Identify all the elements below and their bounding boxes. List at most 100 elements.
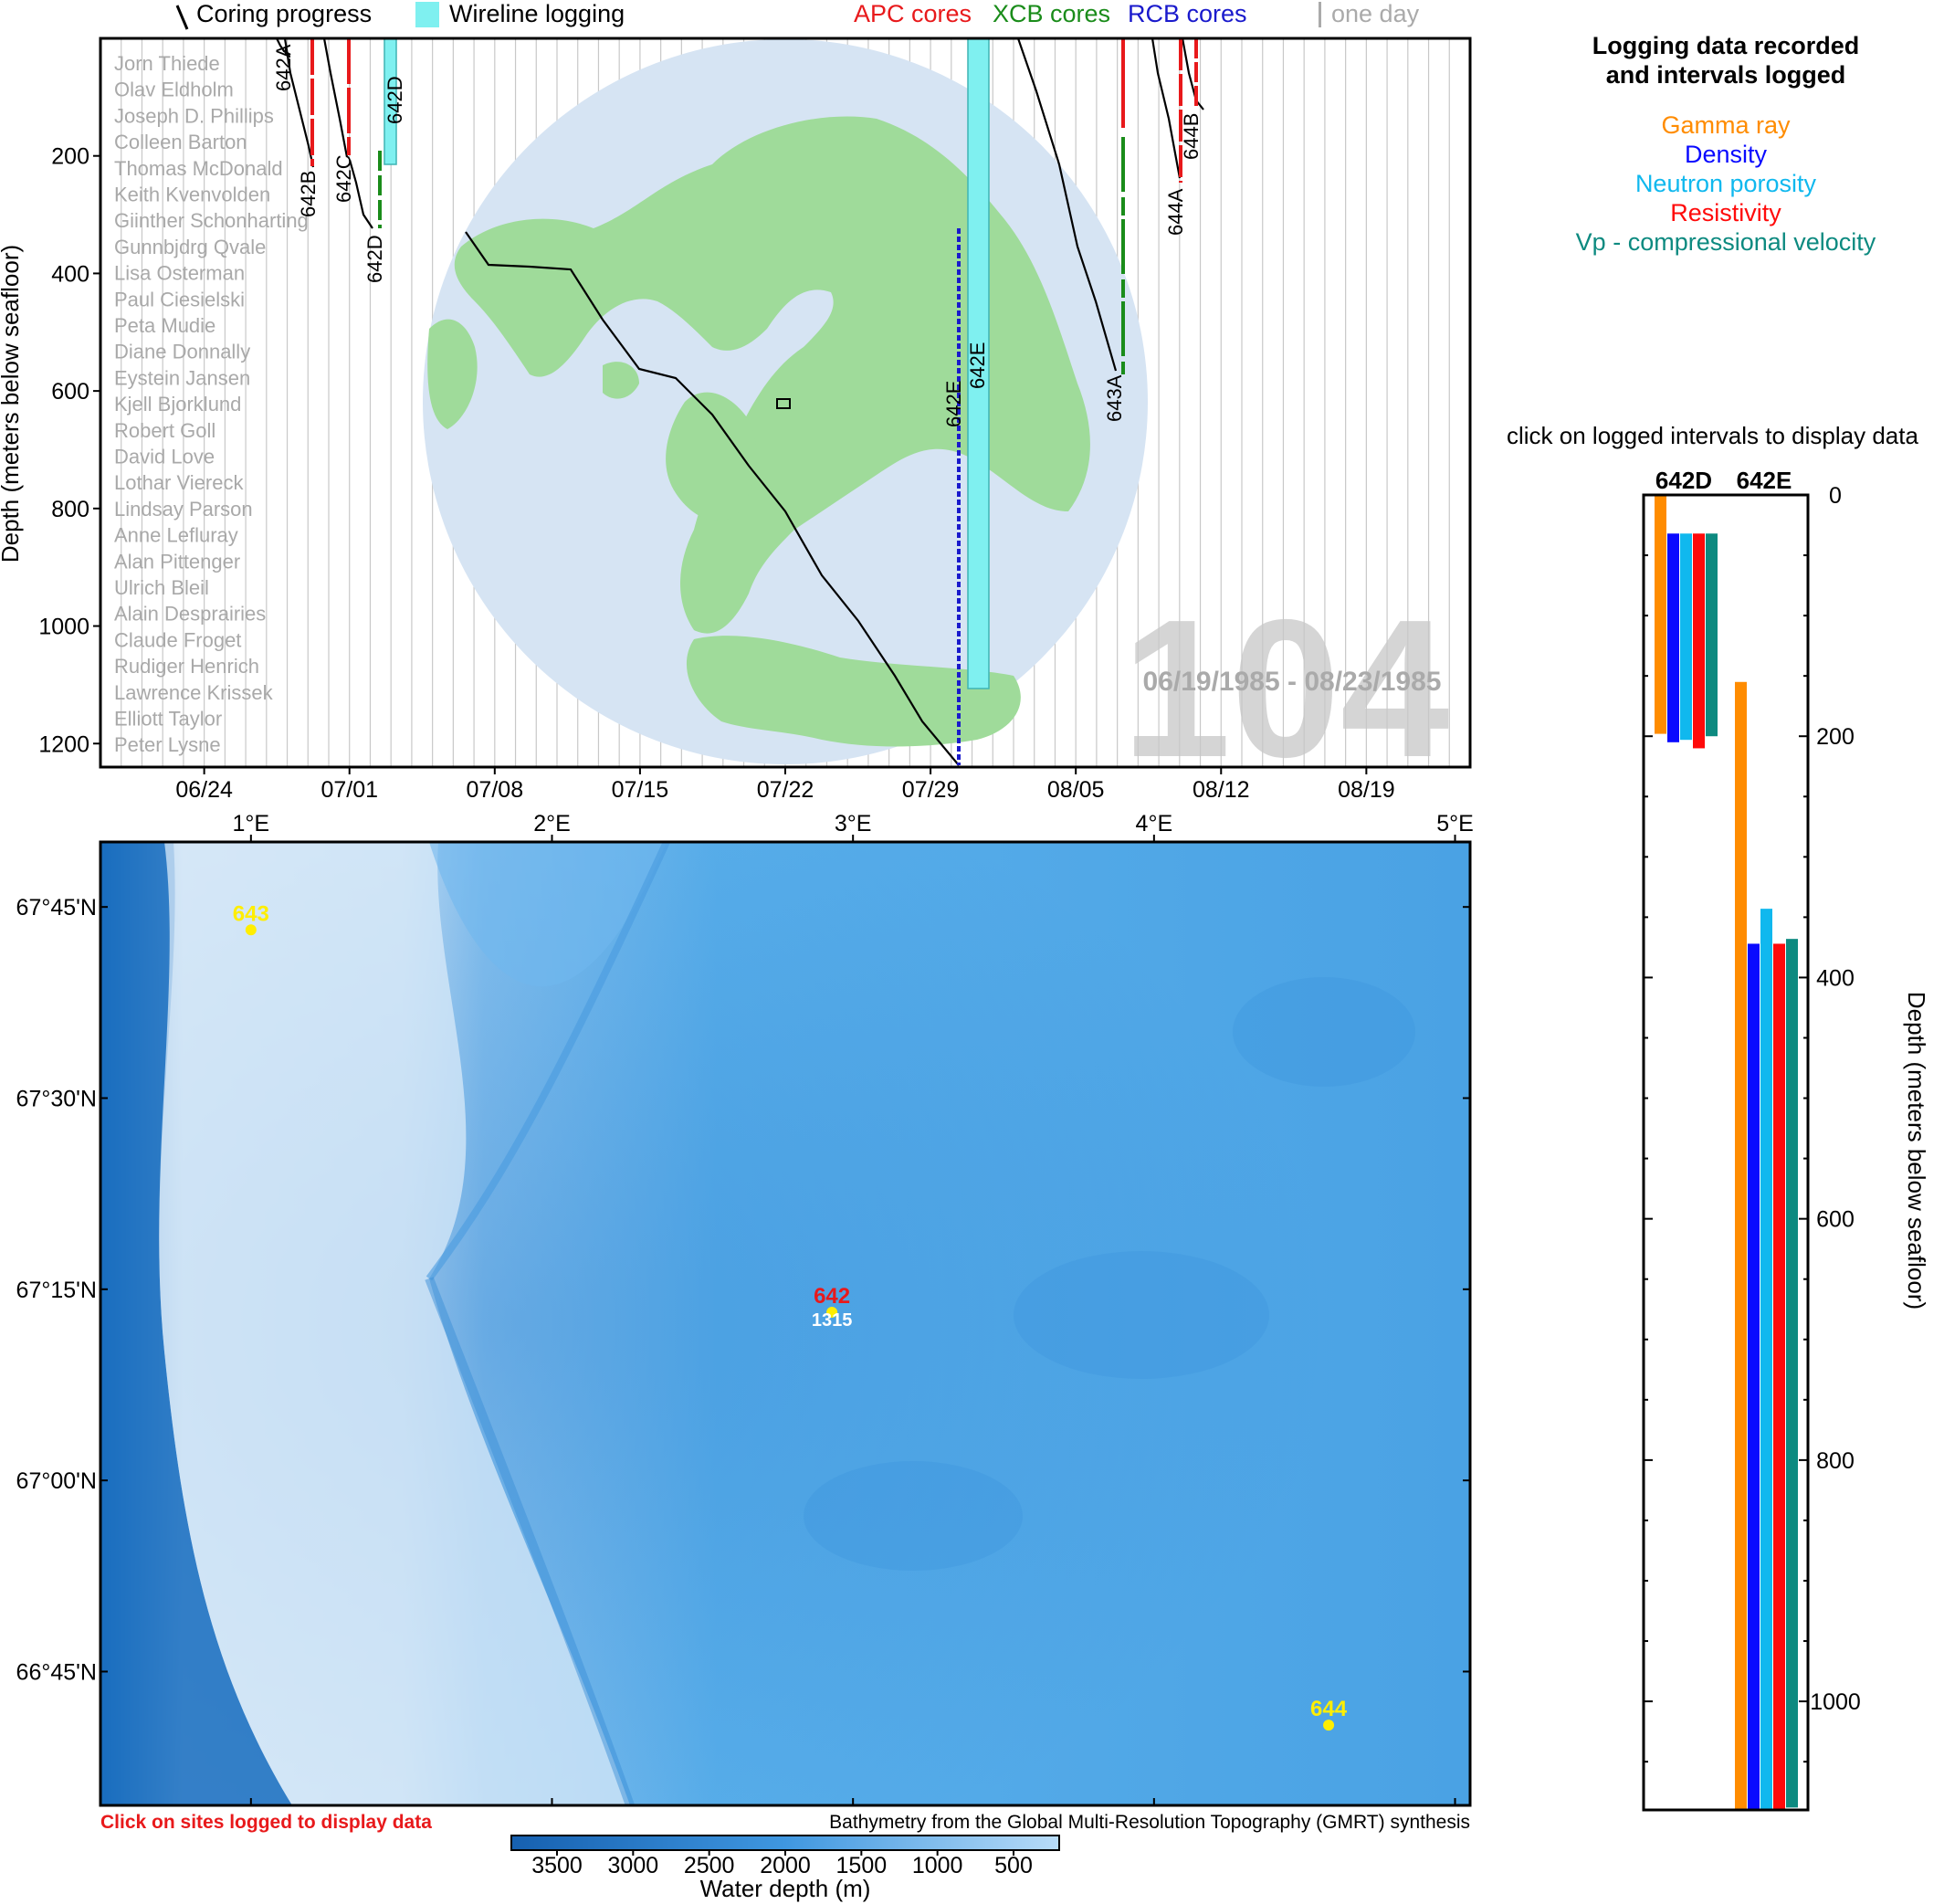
scientist-name: Ulrich Bleil xyxy=(114,576,209,599)
log-interval-642E-vp-compressional-velocity[interactable] xyxy=(1786,939,1798,1808)
scientist-name: Rudiger Henrich xyxy=(114,655,259,678)
timeline-depth-tick: 200 xyxy=(51,144,89,170)
logging-hole-header-642E: 642E xyxy=(1737,467,1792,494)
scientist-name: Alan Pittenger xyxy=(114,550,240,573)
colorbar-ticks: 3500 3000 2500 2000 1500 1000 500 xyxy=(531,1850,1033,1878)
logging-hole-headers: 642D 642E xyxy=(1655,467,1792,494)
log-interval-642D-gamma-ray[interactable] xyxy=(1655,495,1666,734)
legend-gamma-ray: Gamma ray xyxy=(1661,111,1791,139)
site-label: 644 xyxy=(1310,1697,1348,1721)
timeline-date-tick: 08/12 xyxy=(1193,777,1250,803)
legend-coring-progress: Coring progress xyxy=(196,0,373,27)
log-interval-642D-neutron-porosity[interactable] xyxy=(1680,533,1692,741)
site-label: 643 xyxy=(233,901,269,926)
coring-progress-644A xyxy=(1151,38,1182,179)
logging-depth-tick: 400 xyxy=(1816,965,1855,991)
hole-label-642C: 642C xyxy=(332,154,355,203)
map-axes: 1°E 2°E 3°E 4°E 5°E 67°45'N 67°30'N 67°15'N 67°0… xyxy=(16,811,1474,1805)
timeline-date-tick: 08/05 xyxy=(1047,777,1105,803)
timeline-depth-tick: 1000 xyxy=(38,615,89,640)
log-interval-642E-gamma-ray[interactable] xyxy=(1735,681,1747,1810)
site-marker-icon xyxy=(1323,1720,1335,1731)
legend-rcb-cores: RCB cores xyxy=(1128,0,1247,27)
scientist-name: Paul Ciesielski xyxy=(114,288,245,310)
scientist-name: Lawrence Krissek xyxy=(114,681,274,704)
scientist-name: Joseph D. Phillips xyxy=(114,104,274,127)
scientist-name: Lindsay Parson xyxy=(114,498,253,521)
scientist-name: Eystein Jansen xyxy=(114,366,250,389)
scientist-name: Alain Desprairies xyxy=(114,603,266,626)
colorbar-tick: 3500 xyxy=(531,1853,583,1878)
coring-progress-642D xyxy=(348,159,373,229)
colorbar-tick: 1000 xyxy=(912,1853,963,1878)
map-credit: Bathymetry from the Global Multi-Resolut… xyxy=(829,1812,1470,1833)
timeline-depth-tick: 400 xyxy=(51,261,89,287)
map-lon-tick: 2°E xyxy=(533,811,571,836)
legend-vp: Vp - compressional velocity xyxy=(1575,228,1876,256)
wireline-bar-642D[interactable] xyxy=(384,38,397,165)
scientist-name: Kjell Bjorklund xyxy=(114,393,241,416)
hole-label-642D: 642D xyxy=(363,235,386,283)
legend-one-day: one day xyxy=(1331,0,1420,27)
expedition-date-range: 06/19/1985 - 08/23/1985 xyxy=(1143,667,1442,697)
logging-title-line2: and intervals logged xyxy=(1605,61,1846,89)
site-644[interactable]: 644 xyxy=(1310,1697,1348,1731)
logging-depth-tick: 800 xyxy=(1816,1448,1855,1474)
colorbar-tick: 1500 xyxy=(836,1853,888,1878)
legend-wireline-logging: Wireline logging xyxy=(449,0,625,27)
hole-label-644A: 644A xyxy=(1164,188,1187,236)
bathymetry-map: 1°E 2°E 3°E 4°E 5°E 67°45'N 67°30'N 67°15'N 67°0… xyxy=(16,811,1474,1902)
logging-hole-header-642D: 642D xyxy=(1655,467,1712,494)
hole-label-642B: 642B xyxy=(297,171,320,217)
log-interval-642E-neutron-porosity[interactable] xyxy=(1760,909,1772,1810)
coring-progress-line-icon xyxy=(175,5,189,30)
hole-label-642E: 642E xyxy=(942,381,965,427)
top-legend: Coring progress Wireline logging APC cor… xyxy=(173,0,1452,33)
site-water-depth: 1315 xyxy=(812,1310,853,1331)
map-lat-tick: 67°30'N xyxy=(16,1086,97,1111)
scientist-name: Lothar Viereck xyxy=(114,471,244,494)
logging-title-line1: Logging data recorded xyxy=(1592,32,1860,59)
scientist-name: Peter Lysne xyxy=(114,733,221,756)
scientist-name: David Love xyxy=(114,446,215,468)
coring-progress-lines xyxy=(276,38,1204,766)
scientist-name: Claude Froget xyxy=(114,628,241,651)
logging-depth-tick: 0 xyxy=(1829,483,1842,509)
map-lon-tick: 4°E xyxy=(1136,811,1173,836)
map-lat-tick: 67°00'N xyxy=(16,1468,97,1494)
site-643[interactable]: 643 xyxy=(233,901,269,936)
logging-y-axis-label: Depth (meters below seafloor) xyxy=(1903,992,1930,1310)
log-interval-642E-resistivity[interactable] xyxy=(1773,943,1785,1810)
scientist-name: Robert Goll xyxy=(114,419,215,442)
scientist-name: Elliott Taylor xyxy=(114,708,222,731)
site-marker-icon xyxy=(826,1306,838,1318)
expedition-number: 104 xyxy=(1122,578,1450,798)
depth-colorbar xyxy=(510,1835,1060,1851)
log-interval-642E-density[interactable] xyxy=(1748,943,1760,1810)
map-lat-tick: 67°45'N xyxy=(16,895,97,920)
hole-label-643A: 643A xyxy=(1103,374,1126,422)
wireline-label-642E: 642E xyxy=(966,342,989,389)
scientist-name: Giinther Schonharting xyxy=(114,209,309,232)
map-lon-tick: 5°E xyxy=(1436,811,1474,836)
scientist-name: Jorn Thiede xyxy=(114,52,220,75)
logging-depth-tick: 600 xyxy=(1816,1207,1855,1233)
wireline-swatch-icon xyxy=(415,2,439,27)
log-interval-642D-vp-compressional-velocity[interactable] xyxy=(1706,533,1718,737)
timeline-y-axis-label: Depth (meters below seafloor) xyxy=(0,245,24,563)
scientist-name: Peta Mudie xyxy=(114,314,215,337)
log-interval-642D-resistivity[interactable] xyxy=(1693,533,1705,749)
wireline-bar-642E[interactable] xyxy=(967,38,990,689)
timeline-date-tick: 07/29 xyxy=(902,777,960,803)
logging-interval-bars xyxy=(1655,495,1798,1810)
legend-neutron-porosity: Neutron porosity xyxy=(1634,170,1817,197)
logging-depth-axis: 0 200 400 600 800 1000 xyxy=(1644,483,1861,1763)
log-interval-642D-density[interactable] xyxy=(1667,533,1679,742)
timeline-date-tick: 07/01 xyxy=(320,777,378,803)
timeline-date-tick: 06/24 xyxy=(175,777,233,803)
logging-frame xyxy=(1642,493,1810,1812)
colorbar-label: Water depth (m) xyxy=(700,1875,871,1902)
timeline-date-tick: 08/19 xyxy=(1338,777,1395,803)
